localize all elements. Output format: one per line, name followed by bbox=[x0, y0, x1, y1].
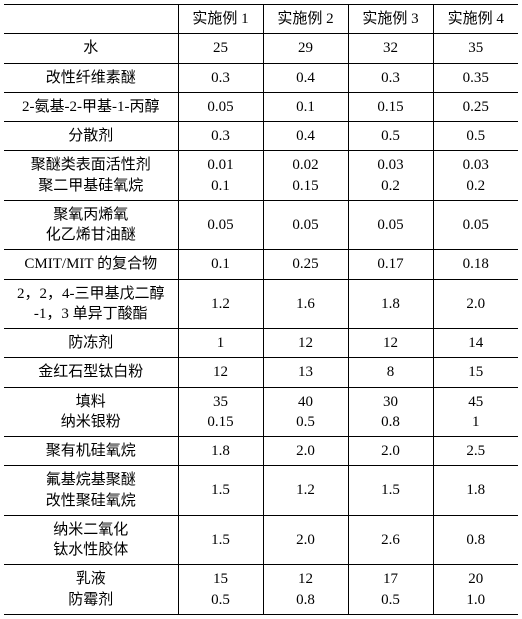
row-label: 聚醚类表面活性剂聚二甲基硅氧烷 bbox=[4, 151, 178, 201]
table-row: 聚醚类表面活性剂聚二甲基硅氧烷0.010.10.020.150.030.20.0… bbox=[4, 151, 518, 201]
cell: 0.05 bbox=[348, 200, 433, 250]
cell: 0.5 bbox=[348, 122, 433, 151]
header-blank bbox=[4, 5, 178, 34]
table-row: 防冻剂1121214 bbox=[4, 329, 518, 358]
cell: 35 bbox=[433, 34, 518, 63]
cell: 0.05 bbox=[433, 200, 518, 250]
table-row: 改性纤维素醚0.30.40.30.35 bbox=[4, 63, 518, 92]
cell: 0.3 bbox=[178, 63, 263, 92]
cell: 0.05 bbox=[178, 92, 263, 121]
cell: 12 bbox=[263, 329, 348, 358]
table-body: 水25293235改性纤维素醚0.30.40.30.352-氨基-2-甲基-1-… bbox=[4, 34, 518, 615]
cell: 120.8 bbox=[263, 565, 348, 615]
cell: 0.5 bbox=[433, 122, 518, 151]
cell: 2.0 bbox=[263, 437, 348, 466]
row-label: 2，2，4-三甲基戊二醇-1，3 单异丁酸酯 bbox=[4, 279, 178, 329]
table-header-row: 实施例 1 实施例 2 实施例 3 实施例 4 bbox=[4, 5, 518, 34]
cell: 12 bbox=[348, 329, 433, 358]
cell: 451 bbox=[433, 387, 518, 437]
cell: 2.5 bbox=[433, 437, 518, 466]
row-label: 水 bbox=[4, 34, 178, 63]
cell: 0.1 bbox=[263, 92, 348, 121]
header-col-2: 实施例 2 bbox=[263, 5, 348, 34]
table-row: 氟基烷基聚醚改性聚硅氧烷1.51.21.51.8 bbox=[4, 466, 518, 516]
cell: 12 bbox=[178, 358, 263, 387]
row-label: 分散剂 bbox=[4, 122, 178, 151]
cell: 1.8 bbox=[348, 279, 433, 329]
row-label: 聚有机硅氧烷 bbox=[4, 437, 178, 466]
table-row: 水25293235 bbox=[4, 34, 518, 63]
cell: 1 bbox=[178, 329, 263, 358]
cell: 300.8 bbox=[348, 387, 433, 437]
row-label: CMIT/MIT 的复合物 bbox=[4, 250, 178, 279]
cell: 1.5 bbox=[348, 466, 433, 516]
row-label: 金红石型钛白粉 bbox=[4, 358, 178, 387]
row-label: 2-氨基-2-甲基-1-丙醇 bbox=[4, 92, 178, 121]
cell: 150.5 bbox=[178, 565, 263, 615]
cell: 1.8 bbox=[433, 466, 518, 516]
cell: 201.0 bbox=[433, 565, 518, 615]
row-label: 防冻剂 bbox=[4, 329, 178, 358]
table-row: 聚有机硅氧烷1.82.02.02.5 bbox=[4, 437, 518, 466]
cell: 170.5 bbox=[348, 565, 433, 615]
cell: 8 bbox=[348, 358, 433, 387]
cell: 14 bbox=[433, 329, 518, 358]
cell: 1.5 bbox=[178, 515, 263, 565]
cell: 1.2 bbox=[263, 466, 348, 516]
cell: 0.35 bbox=[433, 63, 518, 92]
cell: 0.05 bbox=[178, 200, 263, 250]
cell: 0.010.1 bbox=[178, 151, 263, 201]
cell: 350.15 bbox=[178, 387, 263, 437]
cell: 0.3 bbox=[178, 122, 263, 151]
table-row: 分散剂0.30.40.50.5 bbox=[4, 122, 518, 151]
row-label: 聚氧丙烯氧化乙烯甘油醚 bbox=[4, 200, 178, 250]
cell: 32 bbox=[348, 34, 433, 63]
cell: 15 bbox=[433, 358, 518, 387]
table-row: 金红石型钛白粉1213815 bbox=[4, 358, 518, 387]
table-row: 2，2，4-三甲基戊二醇-1，3 单异丁酸酯1.21.61.82.0 bbox=[4, 279, 518, 329]
row-label: 改性纤维素醚 bbox=[4, 63, 178, 92]
cell: 0.17 bbox=[348, 250, 433, 279]
cell: 0.25 bbox=[263, 250, 348, 279]
cell: 29 bbox=[263, 34, 348, 63]
row-label: 纳米二氧化钛水性胶体 bbox=[4, 515, 178, 565]
cell: 2.0 bbox=[263, 515, 348, 565]
cell: 0.030.2 bbox=[433, 151, 518, 201]
header-col-1: 实施例 1 bbox=[178, 5, 263, 34]
cell: 0.18 bbox=[433, 250, 518, 279]
cell: 13 bbox=[263, 358, 348, 387]
table-row: 填料纳米银粉350.15400.5300.8451 bbox=[4, 387, 518, 437]
table-row: 2-氨基-2-甲基-1-丙醇0.050.10.150.25 bbox=[4, 92, 518, 121]
cell: 0.020.15 bbox=[263, 151, 348, 201]
cell: 0.030.2 bbox=[348, 151, 433, 201]
cell: 1.5 bbox=[178, 466, 263, 516]
cell: 0.25 bbox=[433, 92, 518, 121]
row-label: 氟基烷基聚醚改性聚硅氧烷 bbox=[4, 466, 178, 516]
table-row: CMIT/MIT 的复合物0.10.250.170.18 bbox=[4, 250, 518, 279]
table-row: 纳米二氧化钛水性胶体1.52.02.60.8 bbox=[4, 515, 518, 565]
cell: 2.0 bbox=[433, 279, 518, 329]
cell: 1.6 bbox=[263, 279, 348, 329]
cell: 0.3 bbox=[348, 63, 433, 92]
cell: 0.8 bbox=[433, 515, 518, 565]
cell: 0.05 bbox=[263, 200, 348, 250]
table-row: 乳液防霉剂150.5120.8170.5201.0 bbox=[4, 565, 518, 615]
cell: 0.1 bbox=[178, 250, 263, 279]
table-row: 聚氧丙烯氧化乙烯甘油醚0.050.050.050.05 bbox=[4, 200, 518, 250]
cell: 1.8 bbox=[178, 437, 263, 466]
row-label: 填料纳米银粉 bbox=[4, 387, 178, 437]
cell: 2.6 bbox=[348, 515, 433, 565]
cell: 1.2 bbox=[178, 279, 263, 329]
header-col-4: 实施例 4 bbox=[433, 5, 518, 34]
cell: 0.15 bbox=[348, 92, 433, 121]
cell: 25 bbox=[178, 34, 263, 63]
cell: 0.4 bbox=[263, 63, 348, 92]
row-label: 乳液防霉剂 bbox=[4, 565, 178, 615]
header-col-3: 实施例 3 bbox=[348, 5, 433, 34]
cell: 0.4 bbox=[263, 122, 348, 151]
cell: 2.0 bbox=[348, 437, 433, 466]
cell: 400.5 bbox=[263, 387, 348, 437]
composition-table: 实施例 1 实施例 2 实施例 3 实施例 4 水25293235改性纤维素醚0… bbox=[4, 4, 518, 615]
